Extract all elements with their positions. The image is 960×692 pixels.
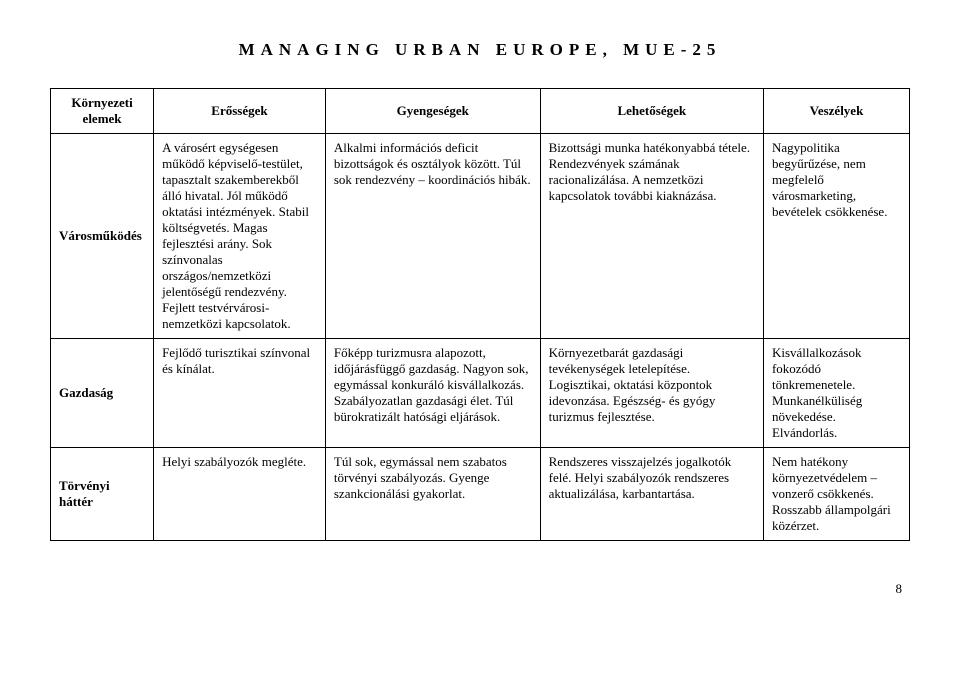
cell-opportunities: Környezetbarát gazdasági tevékenységek l… (540, 339, 763, 448)
col-opportunities: Lehetőségek (540, 89, 763, 134)
cell-weaknesses: Főképp turizmusra alapozott, időjárásfüg… (325, 339, 540, 448)
cell-strengths: Helyi szabályozók megléte. (154, 448, 326, 541)
page-title: MANAGING URBAN EUROPE, MUE-25 (50, 40, 910, 60)
col-rowlabel: Környezeti elemek (51, 89, 154, 134)
swot-table: Környezeti elemek Erősségek Gyengeségek … (50, 88, 910, 541)
table-header-row: Környezeti elemek Erősségek Gyengeségek … (51, 89, 910, 134)
cell-threats: Kisvállalkozások fokozódó tönkremenetele… (763, 339, 909, 448)
col-strengths: Erősségek (154, 89, 326, 134)
cell-weaknesses: Túl sok, egymással nem szabatos törvényi… (325, 448, 540, 541)
col-threats: Veszélyek (763, 89, 909, 134)
cell-threats: Nagypolitika begyűrűzése, nem megfelelő … (763, 134, 909, 339)
cell-strengths: Fejlődő turisztikai színvonal és kínálat… (154, 339, 326, 448)
cell-weaknesses: Alkalmi információs deficit bizottságok … (325, 134, 540, 339)
table-row: Gazdaság Fejlődő turisztikai színvonal é… (51, 339, 910, 448)
cell-threats: Nem hatékony környezetvédelem – vonzerő … (763, 448, 909, 541)
page-number: 8 (50, 581, 910, 597)
cell-strengths: A városért egységesen működő képviselő-t… (154, 134, 326, 339)
row-label: Törvényi háttér (51, 448, 154, 541)
table-row: Törvényi háttér Helyi szabályozók meglét… (51, 448, 910, 541)
cell-opportunities: Bizottsági munka hatékonyabbá tétele. Re… (540, 134, 763, 339)
cell-opportunities: Rendszeres visszajelzés jogalkotók felé.… (540, 448, 763, 541)
col-weaknesses: Gyengeségek (325, 89, 540, 134)
table-row: Városműködés A városért egységesen működ… (51, 134, 910, 339)
row-label: Városműködés (51, 134, 154, 339)
row-label: Gazdaság (51, 339, 154, 448)
